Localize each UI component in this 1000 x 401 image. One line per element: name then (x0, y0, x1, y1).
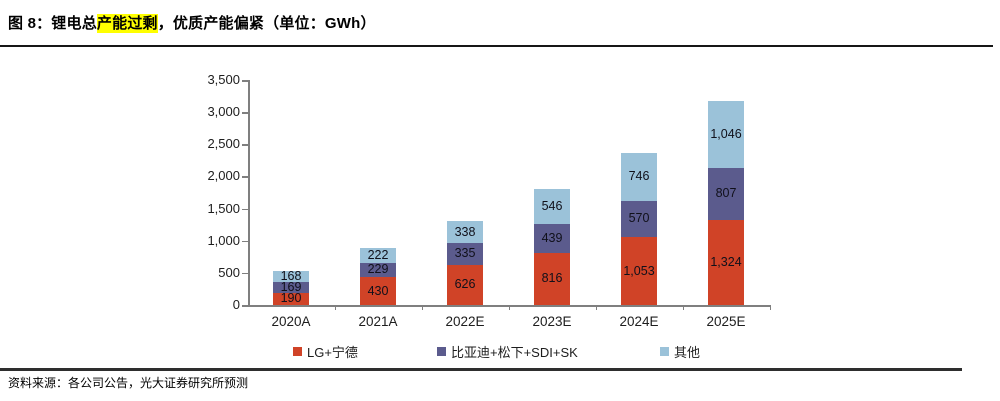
bar-segment (360, 277, 396, 305)
footer-divider (0, 368, 962, 371)
legend-label: 比亚迪+松下+SDI+SK (451, 344, 578, 360)
y-axis-label: 0 (232, 297, 240, 312)
bar-segment (621, 237, 657, 305)
y-axis-label: 3,500 (207, 72, 240, 87)
x-axis-label: 2021A (358, 314, 398, 329)
bar-segment (534, 252, 570, 305)
bar-value-label: 546 (541, 199, 563, 214)
x-axis-tick (769, 305, 771, 310)
y-axis-label: 1,500 (207, 200, 240, 216)
legend-swatch (293, 346, 302, 356)
y-axis-line (248, 80, 250, 306)
x-axis-tick (682, 305, 684, 310)
bar-segment (447, 264, 483, 305)
y-axis-tick (242, 208, 248, 211)
bar-value-label: 816 (541, 271, 563, 286)
figure-title-suffix: ，优质产能偏紧（单位：GWh） (157, 15, 376, 32)
legend-label: LG+宁德 (307, 344, 358, 360)
legend-item: 其他 (660, 343, 701, 360)
bar-value-label: 229 (367, 262, 389, 277)
bar-value-label: 190 (280, 291, 302, 306)
bar-value-label: 338 (454, 224, 476, 239)
x-axis-label: 2023E (532, 314, 572, 329)
legend-item: LG+宁德 (293, 343, 358, 360)
x-axis-tick (334, 305, 336, 310)
y-axis-label: 2,500 (207, 136, 240, 152)
bar-value-label: 1,053 (623, 263, 655, 278)
y-axis-tick (242, 305, 248, 307)
bar-segment (534, 224, 570, 253)
x-axis-tick (508, 305, 510, 310)
bar-value-label: 1,046 (710, 126, 742, 141)
y-axis-tick (242, 240, 248, 243)
bar-value-label: 168 (280, 269, 302, 284)
bar-value-label: 746 (628, 169, 650, 184)
y-axis-label: 1,000 (207, 232, 240, 248)
bar-segment (621, 152, 657, 201)
bar-value-label: 626 (454, 277, 476, 292)
bar-value-label: 1,324 (710, 254, 742, 269)
bar-segment (447, 221, 483, 244)
bar-segment (447, 243, 483, 265)
x-axis-tick (595, 305, 597, 310)
bar-segment (534, 189, 570, 225)
y-axis-tick (242, 144, 248, 146)
figure-title-highlight: 产能过剩 (96, 14, 158, 33)
title-divider (0, 45, 993, 47)
y-axis-tick (242, 176, 248, 178)
figure-title: 图 8：锂电总产能过剩，优质产能偏紧（单位：GWh） (8, 14, 376, 34)
bar-value-label: 439 (541, 230, 563, 245)
bar-segment (360, 248, 396, 263)
figure-title-prefix: 图 8：锂电总 (8, 15, 97, 32)
bar-segment (360, 262, 396, 278)
bar-value-label: 169 (280, 279, 302, 294)
legend-item: 比亚迪+松下+SDI+SK (437, 343, 578, 360)
x-axis-label: 2022E (445, 314, 485, 329)
source-note: 资料来源：各公司公告，光大证券研究所预测 (8, 376, 249, 390)
y-axis-label: 3,000 (207, 104, 240, 120)
x-axis-label: 2024E (619, 314, 659, 329)
bar-segment (273, 281, 309, 293)
bar-value-label: 570 (628, 211, 650, 226)
x-axis-label: 2025E (706, 314, 746, 329)
bar-segment (273, 271, 309, 282)
bar-segment (708, 219, 744, 305)
y-axis-label: 2,000 (207, 168, 240, 184)
y-axis-tick (242, 272, 248, 275)
legend-swatch (437, 346, 446, 356)
bar-segment (621, 200, 657, 238)
y-axis-tick (242, 80, 248, 82)
bar-value-label: 222 (367, 248, 389, 262)
bar-segment (708, 100, 744, 168)
y-axis-tick (242, 112, 248, 114)
bar-value-label: 430 (367, 283, 389, 298)
legend-swatch (660, 346, 669, 356)
bar-value-label: 807 (715, 186, 737, 201)
bar-segment (708, 168, 744, 220)
bar-value-label: 335 (454, 246, 476, 261)
legend-label: 其他 (674, 344, 701, 360)
x-axis-tick (421, 305, 423, 310)
bar-segment (273, 292, 309, 305)
x-axis-label: 2020A (271, 314, 311, 329)
y-axis-label: 500 (218, 264, 240, 280)
